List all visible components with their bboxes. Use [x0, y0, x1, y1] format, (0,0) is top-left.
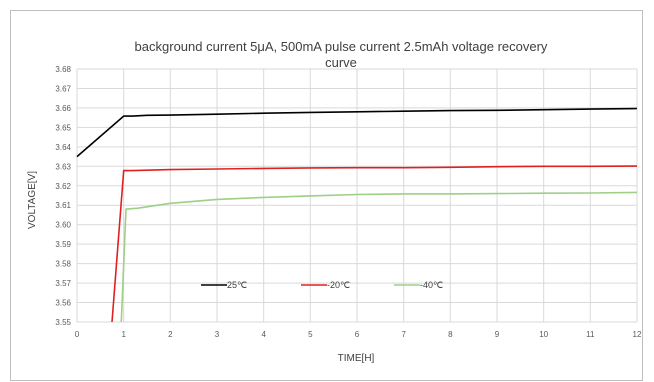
x-tick-label: 8: [448, 330, 453, 339]
x-tick-label: 0: [75, 330, 80, 339]
chart-title-line2: curve: [325, 55, 357, 70]
x-tick-label: 12: [633, 330, 642, 339]
y-tick-label: 3.61: [55, 201, 71, 210]
y-axis-label: VOLTAGE[V]: [27, 171, 38, 229]
x-tick-label: 6: [355, 330, 360, 339]
x-tick-label: 4: [261, 330, 266, 339]
y-tick-label: 3.60: [55, 221, 71, 230]
y-tick-label: 3.67: [55, 84, 71, 93]
legend-label-0: 25℃: [227, 280, 247, 290]
chart-title-line1: background current 5μA, 500mA pulse curr…: [135, 39, 548, 54]
x-tick-label: 2: [168, 330, 173, 339]
y-tick-label: 3.65: [55, 123, 71, 132]
chart-frame: background current 5μA, 500mA pulse curr…: [10, 10, 643, 381]
x-tick-label: 1: [121, 330, 126, 339]
x-tick-label: 9: [495, 330, 500, 339]
legend-label-1: -20℃: [327, 280, 350, 290]
y-tick-label: 3.68: [55, 65, 71, 74]
x-tick-label: 7: [401, 330, 406, 339]
voltage-recovery-chart: background current 5μA, 500mA pulse curr…: [27, 39, 642, 364]
legend: 25℃ -20℃ -40℃: [201, 280, 443, 290]
x-tick-label: 3: [215, 330, 220, 339]
y-tick-label: 3.57: [55, 279, 71, 288]
series: [76, 107, 638, 323]
y-tick-label: 3.59: [55, 240, 71, 249]
grid: [76, 68, 638, 323]
legend-label-2: -40℃: [420, 280, 443, 290]
x-tick-label: 5: [308, 330, 313, 339]
y-tick-label: 3.64: [55, 143, 71, 152]
series-line-0: [76, 107, 638, 158]
y-tick-label: 3.62: [55, 182, 71, 191]
series-line-1: [111, 165, 638, 323]
x-tick-label: 11: [586, 330, 595, 339]
x-axis-label: TIME[H]: [338, 353, 375, 364]
series-line-2: [120, 191, 638, 323]
x-tick-label: 10: [539, 330, 548, 339]
y-tick-label: 3.56: [55, 299, 71, 308]
y-tick-label: 3.63: [55, 162, 71, 171]
y-tick-label: 3.55: [55, 318, 71, 327]
y-tick-label: 3.66: [55, 104, 71, 113]
ticks: 3.55 3.56 3.57 3.58 3.59 3.60 3.61 3.62 3.63 3.64…: [55, 65, 642, 339]
y-tick-label: 3.58: [55, 260, 71, 269]
